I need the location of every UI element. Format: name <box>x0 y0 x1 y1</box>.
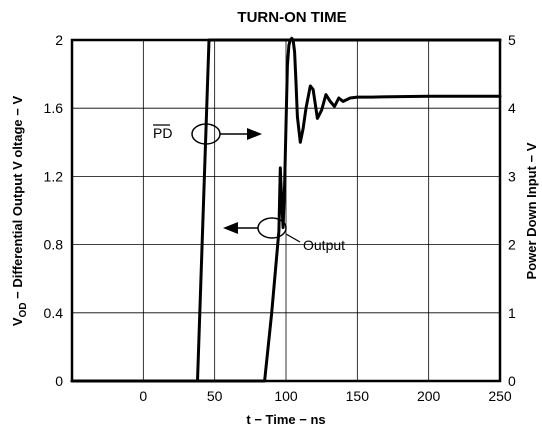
x-tick-label: 100 <box>274 388 298 404</box>
annotation-output-leader <box>285 233 301 243</box>
y-axis-left-label: VOD − Differential Output V oltage − V <box>10 96 29 327</box>
y-left-tick-label: 0.4 <box>44 305 64 321</box>
y-axis-left-label-rest: − Differential Output V oltage − V <box>10 96 25 303</box>
chart-title: TURN-ON TIME <box>237 9 346 26</box>
y-right-tick-label: 0 <box>508 373 516 389</box>
y-left-tick-label: 0 <box>55 373 63 389</box>
y-left-tick-label: 2 <box>55 32 63 48</box>
x-axis-label: t − Time − ns <box>246 412 325 427</box>
y-right-tick-label: 1 <box>508 305 516 321</box>
y-left-tick-label: 1.6 <box>44 100 64 116</box>
y-right-tick-label: 2 <box>508 237 516 253</box>
x-tick-label: 250 <box>488 388 512 404</box>
y-left-tick-label: 0.8 <box>44 237 64 253</box>
y-left-tick-label: 1.2 <box>44 168 64 184</box>
y-axis-right-label: Power Down Input − V <box>524 142 539 279</box>
x-tick-label: 50 <box>207 388 223 404</box>
x-tick-label: 200 <box>417 388 441 404</box>
annotation-output-arrow-head <box>223 222 238 234</box>
series-line-output <box>70 36 502 383</box>
x-tick-label: 0 <box>139 388 147 404</box>
annotation-pd-arrow-head <box>247 128 262 140</box>
y-axis-left-label-v: V <box>10 317 25 326</box>
y-right-tick-label: 4 <box>508 100 516 116</box>
series-group <box>70 36 502 383</box>
y-right-tick-label: 3 <box>508 168 516 184</box>
annotation-pd-label: PD <box>153 125 172 141</box>
x-tick-label: 150 <box>346 388 370 404</box>
y-right-tick-label: 5 <box>508 32 516 48</box>
annotation-output-label: Output <box>303 237 345 253</box>
y-axis-left-label-sub: OD <box>18 302 29 317</box>
